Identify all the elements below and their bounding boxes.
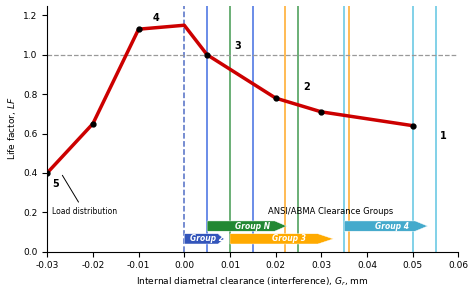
Text: 3: 3 xyxy=(235,41,241,51)
Text: Group 3: Group 3 xyxy=(273,234,306,243)
FancyArrow shape xyxy=(184,234,224,244)
Text: Group N: Group N xyxy=(235,222,270,230)
FancyArrow shape xyxy=(344,221,428,231)
Text: 1: 1 xyxy=(440,131,447,141)
Text: 5: 5 xyxy=(52,179,58,189)
Text: 2: 2 xyxy=(303,82,310,92)
Text: Load distribution: Load distribution xyxy=(52,175,117,216)
Text: Group 2: Group 2 xyxy=(190,234,224,243)
Text: Group 4: Group 4 xyxy=(375,222,409,230)
X-axis label: Internal diametral clearance (interference), $G_r$, mm: Internal diametral clearance (interferen… xyxy=(137,276,369,288)
Text: 4: 4 xyxy=(152,13,159,23)
Y-axis label: Life factor, $LF$: Life factor, $LF$ xyxy=(6,97,18,160)
FancyArrow shape xyxy=(230,234,333,244)
FancyArrow shape xyxy=(207,221,287,231)
Text: ANSI/ABMA Clearance Groups: ANSI/ABMA Clearance Groups xyxy=(268,207,393,216)
